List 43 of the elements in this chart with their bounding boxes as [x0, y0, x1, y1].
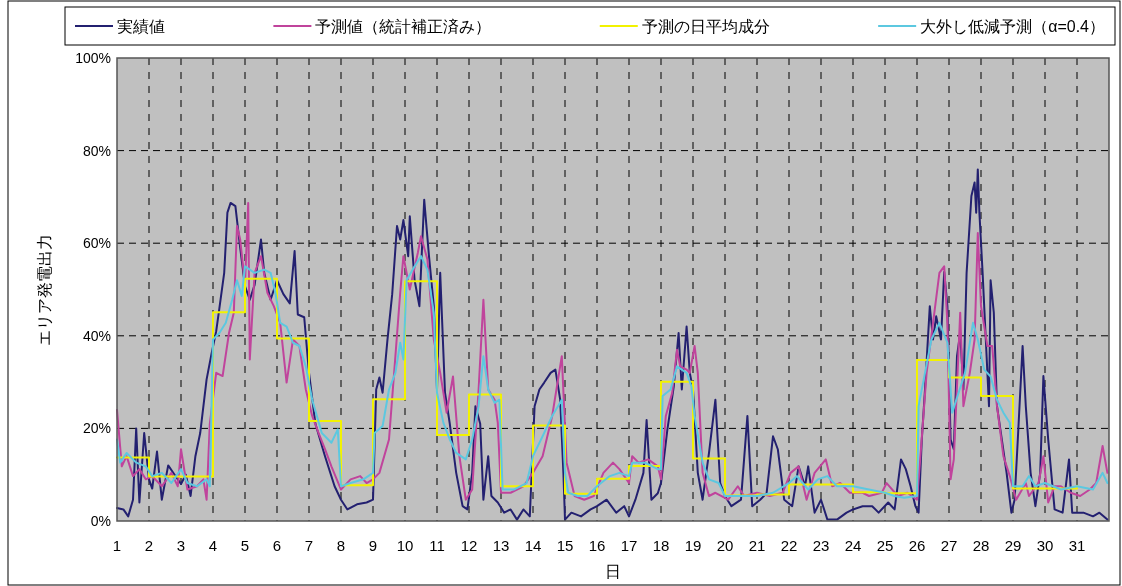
x-tick-label: 18: [652, 537, 670, 554]
x-tick-label: 28: [972, 537, 990, 554]
x-tick-label: 21: [748, 537, 766, 554]
legend-label: 実績値: [117, 18, 165, 35]
x-tick-label: 2: [144, 537, 154, 554]
x-tick-label: 23: [812, 537, 830, 554]
y-axis-title: エリア発電出力: [36, 233, 53, 346]
x-tick-label: 31: [1068, 537, 1086, 554]
x-tick-label: 7: [304, 537, 314, 554]
x-tick-label: 10: [396, 537, 414, 554]
y-tick-label: 80%: [82, 142, 111, 159]
y-tick-label: 100%: [75, 50, 111, 66]
x-tick-label: 9: [368, 537, 378, 554]
x-tick-label: 27: [940, 537, 958, 554]
x-tick-label: 13: [492, 537, 510, 554]
x-tick-label: 14: [524, 537, 542, 554]
y-tick-label: 20%: [82, 420, 111, 437]
legend-label: 予測値（統計補正済み）: [315, 18, 492, 35]
x-tick-label: 3: [176, 537, 186, 554]
x-tick-label: 12: [460, 537, 478, 554]
y-tick-label: 0%: [90, 513, 111, 529]
x-tick-label: 6: [272, 537, 282, 554]
x-tick-label: 17: [620, 537, 638, 554]
x-tick-label: 20: [716, 537, 734, 554]
x-tick-label: 25: [876, 537, 894, 554]
x-tick-label: 30: [1036, 537, 1054, 554]
x-tick-label: 16: [588, 537, 606, 554]
x-tick-label: 8: [336, 537, 346, 554]
x-tick-label: 29: [1004, 537, 1022, 554]
x-tick-label: 19: [684, 537, 702, 554]
x-tick-label: 24: [844, 537, 862, 554]
legend-label: 大外し低減予測（α=0.4）: [920, 18, 1105, 35]
x-tick-label: 26: [908, 537, 926, 554]
x-tick-label: 5: [240, 537, 250, 554]
x-axis-title: 日: [605, 563, 621, 580]
x-tick-label: 11: [429, 537, 445, 554]
x-tick-label: 15: [556, 537, 574, 554]
y-tick-label: 40%: [82, 327, 111, 344]
y-tick-label: 60%: [82, 235, 111, 252]
legend-label: 予測の日平均成分: [641, 18, 770, 35]
x-tick-label: 4: [208, 537, 218, 554]
x-tick-label: 22: [780, 537, 798, 554]
x-tick-label: 1: [112, 537, 122, 554]
